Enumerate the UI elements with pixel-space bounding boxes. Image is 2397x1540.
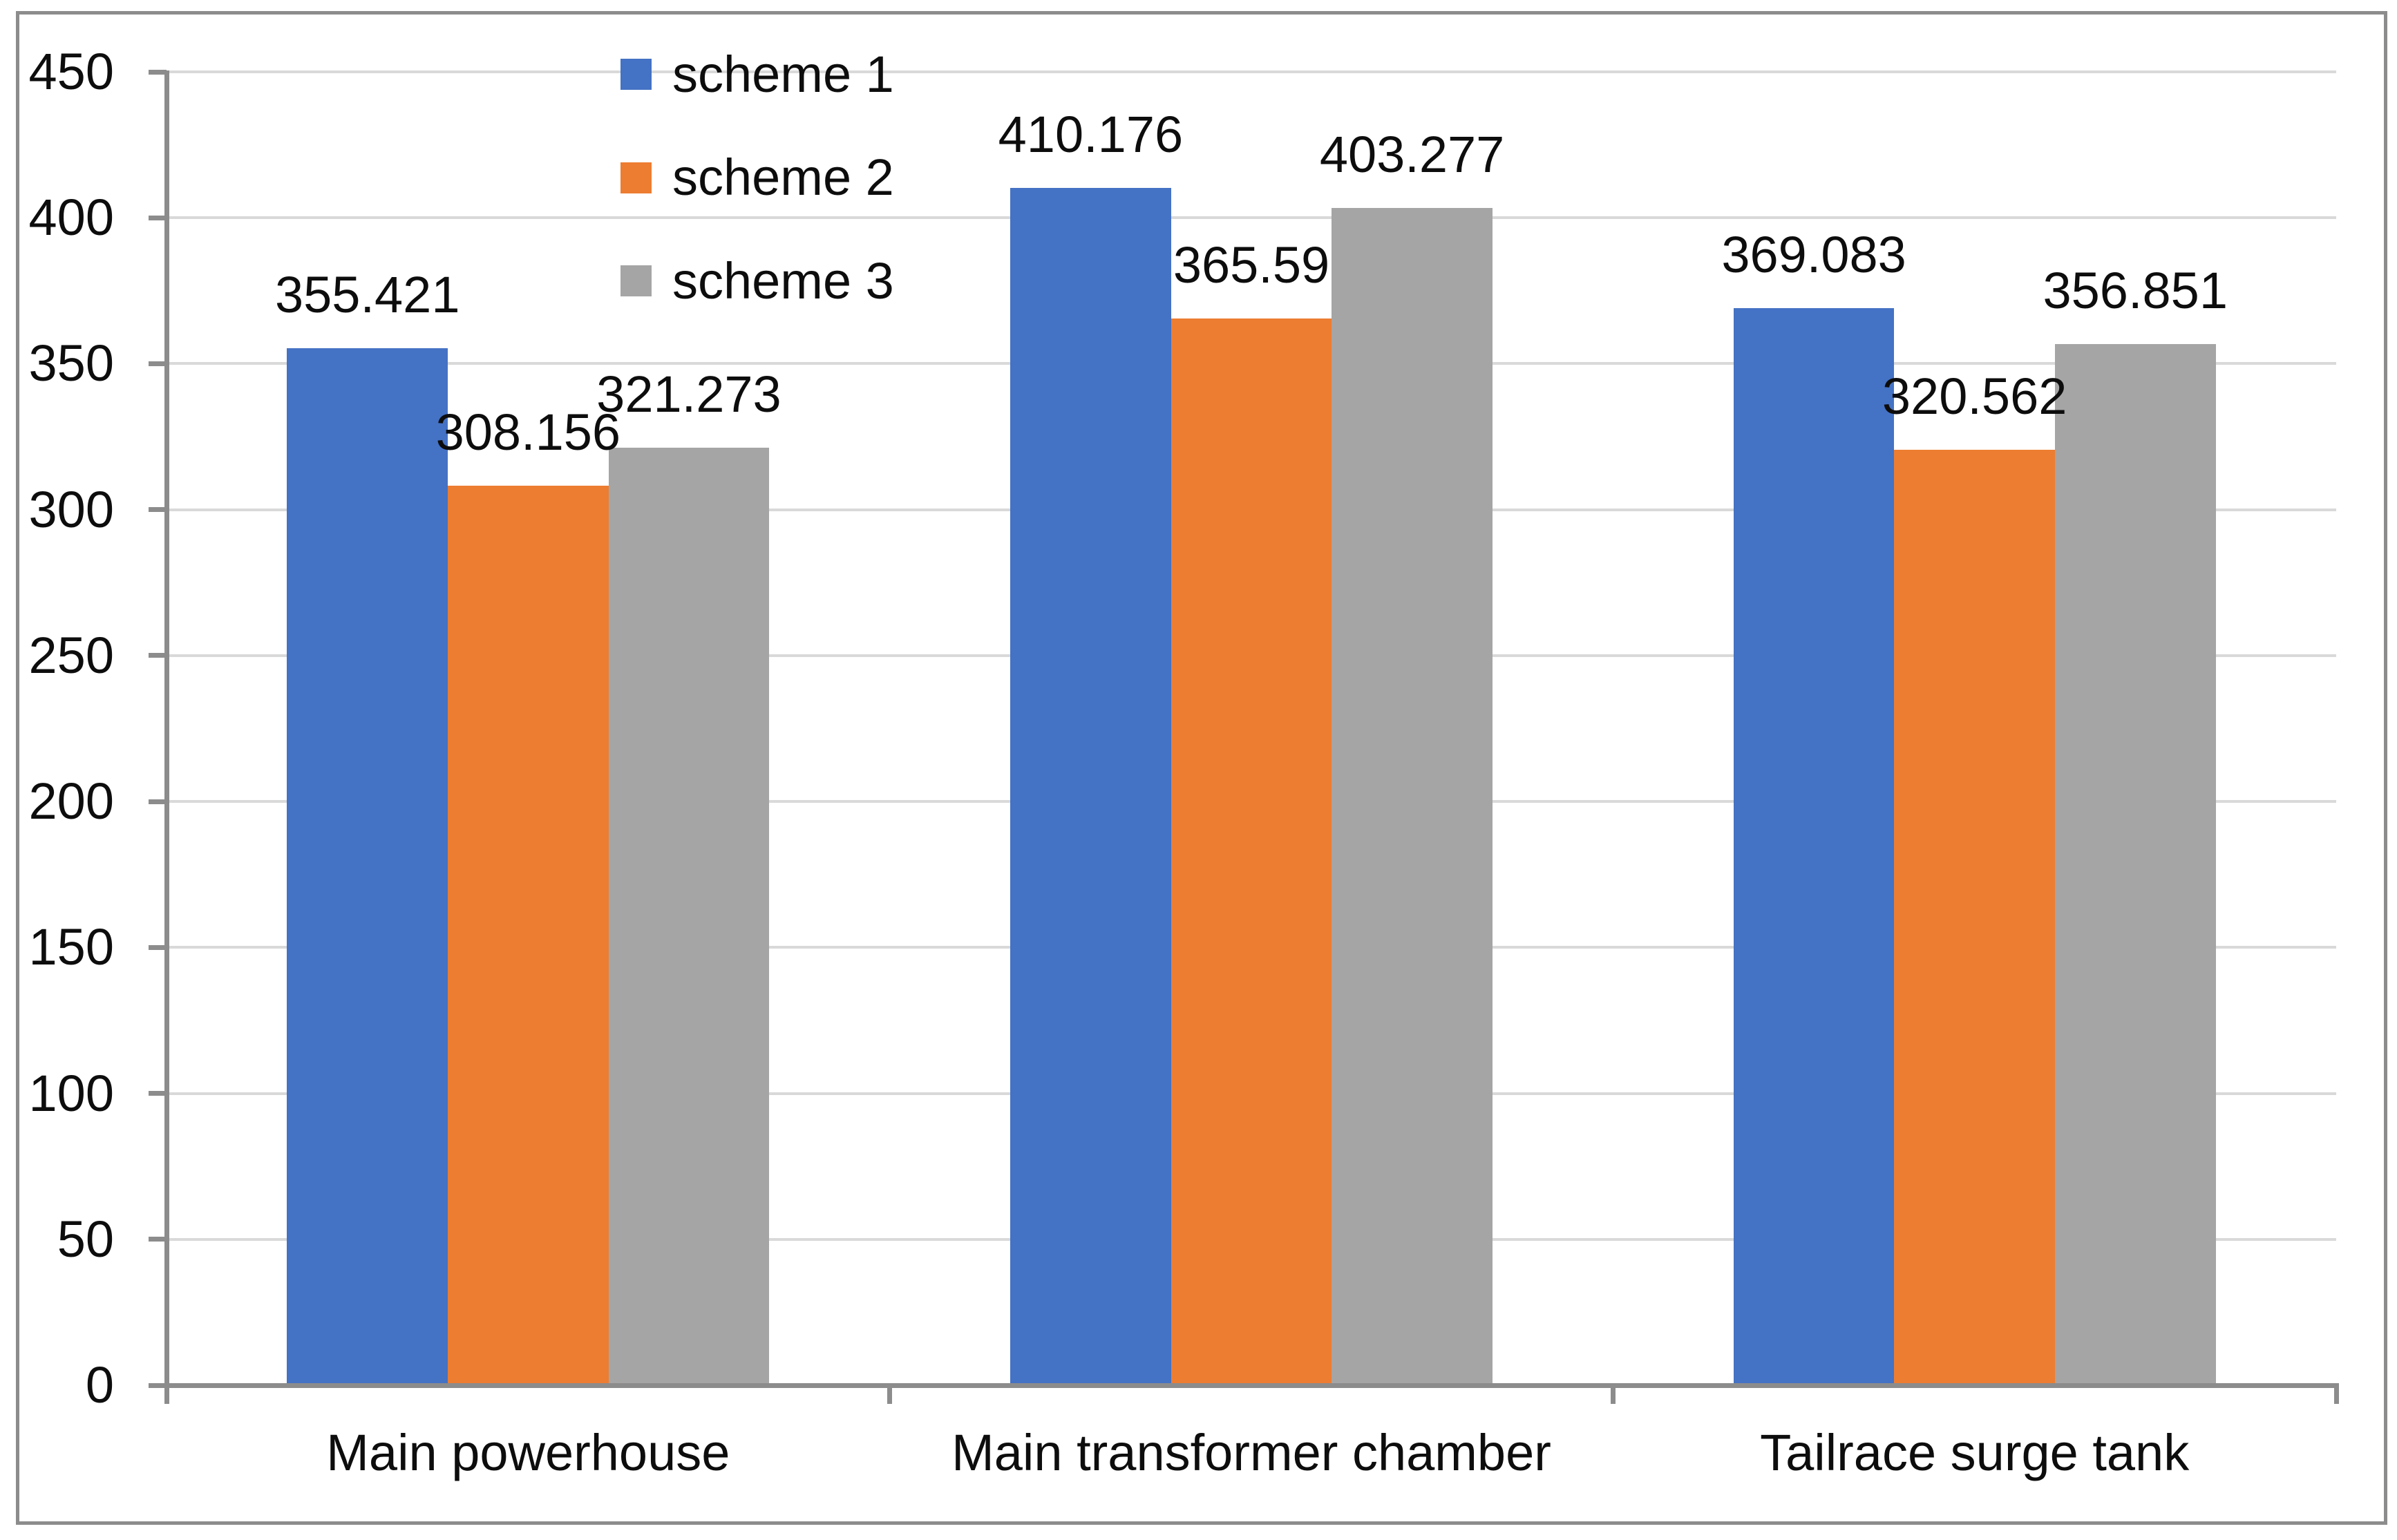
data-label-scheme1-main-transformer-chamber: 410.176 xyxy=(998,106,1184,164)
legend-label-scheme2: scheme 2 xyxy=(672,149,894,206)
y-tick-label-350: 350 xyxy=(28,334,114,392)
y-tick-200 xyxy=(149,799,167,804)
y-tick-150 xyxy=(149,944,167,950)
data-label-scheme2-main-powerhouse: 308.156 xyxy=(435,403,621,462)
gridline-400 xyxy=(167,216,2336,220)
bar-scheme2-tailrace-surge-tank xyxy=(1894,449,2055,1385)
bar-scheme1-main-transformer-chamber xyxy=(1010,188,1171,1385)
data-label-scheme3-main-powerhouse: 321.273 xyxy=(596,365,781,423)
chart-outer-border xyxy=(16,11,2387,1525)
bar-scheme3-tailrace-surge-tank xyxy=(2054,343,2216,1385)
category-label-2: Tailrace surge tank xyxy=(1760,1424,2190,1481)
y-tick-100 xyxy=(149,1091,167,1096)
legend-label-scheme1: scheme 1 xyxy=(672,45,894,103)
y-tick-450 xyxy=(149,69,167,75)
y-tick-350 xyxy=(149,361,167,366)
category-tick-3 xyxy=(2333,1382,2339,1404)
bar-scheme1-main-powerhouse xyxy=(287,348,448,1385)
bar-scheme2-main-powerhouse xyxy=(448,486,609,1385)
category-label-0: Main powerhouse xyxy=(326,1424,730,1481)
legend-swatch-scheme2 xyxy=(620,162,652,193)
bar-scheme1-tailrace-surge-tank xyxy=(1733,307,1895,1385)
legend-swatch-scheme1 xyxy=(620,59,652,90)
y-tick-label-300: 300 xyxy=(28,480,114,538)
gridline-450 xyxy=(167,70,2336,73)
y-tick-label-150: 150 xyxy=(28,918,114,976)
y-tick-label-400: 400 xyxy=(28,189,114,247)
y-tick-label-200: 200 xyxy=(28,772,114,830)
category-tick-1 xyxy=(887,1382,893,1404)
y-tick-label-450: 450 xyxy=(28,43,114,100)
y-tick-label-100: 100 xyxy=(28,1064,114,1122)
data-label-scheme2-tailrace-surge-tank: 320.562 xyxy=(1882,367,2067,425)
data-label-scheme3-tailrace-surge-tank: 356.851 xyxy=(2043,261,2228,319)
y-tick-50 xyxy=(149,1237,167,1242)
legend-swatch-scheme3 xyxy=(620,265,652,296)
y-axis-line xyxy=(164,70,169,1389)
data-label-scheme3-main-transformer-chamber: 403.277 xyxy=(1319,126,1505,184)
y-tick-label-50: 50 xyxy=(57,1210,114,1268)
y-tick-250 xyxy=(149,653,167,658)
legend-label-scheme3: scheme 3 xyxy=(672,251,894,310)
y-tick-300 xyxy=(149,507,167,513)
category-tick-0 xyxy=(164,1382,169,1404)
y-tick-400 xyxy=(149,215,167,220)
y-tick-label-250: 250 xyxy=(28,626,114,684)
bar-scheme3-main-powerhouse xyxy=(608,447,770,1385)
bar-scheme3-main-transformer-chamber xyxy=(1332,208,1493,1385)
category-label-1: Main transformer chamber xyxy=(951,1424,1551,1481)
data-label-scheme1-tailrace-surge-tank: 369.083 xyxy=(1721,225,1906,283)
category-tick-2 xyxy=(1610,1382,1616,1404)
y-tick-label-0: 0 xyxy=(85,1356,114,1414)
y-tick-0 xyxy=(149,1382,167,1388)
data-label-scheme2-main-transformer-chamber: 365.59 xyxy=(1173,236,1330,294)
bar-scheme2-main-transformer-chamber xyxy=(1171,318,1332,1385)
data-label-scheme1-main-powerhouse: 355.421 xyxy=(274,265,460,323)
x-axis-line xyxy=(164,1382,2339,1388)
